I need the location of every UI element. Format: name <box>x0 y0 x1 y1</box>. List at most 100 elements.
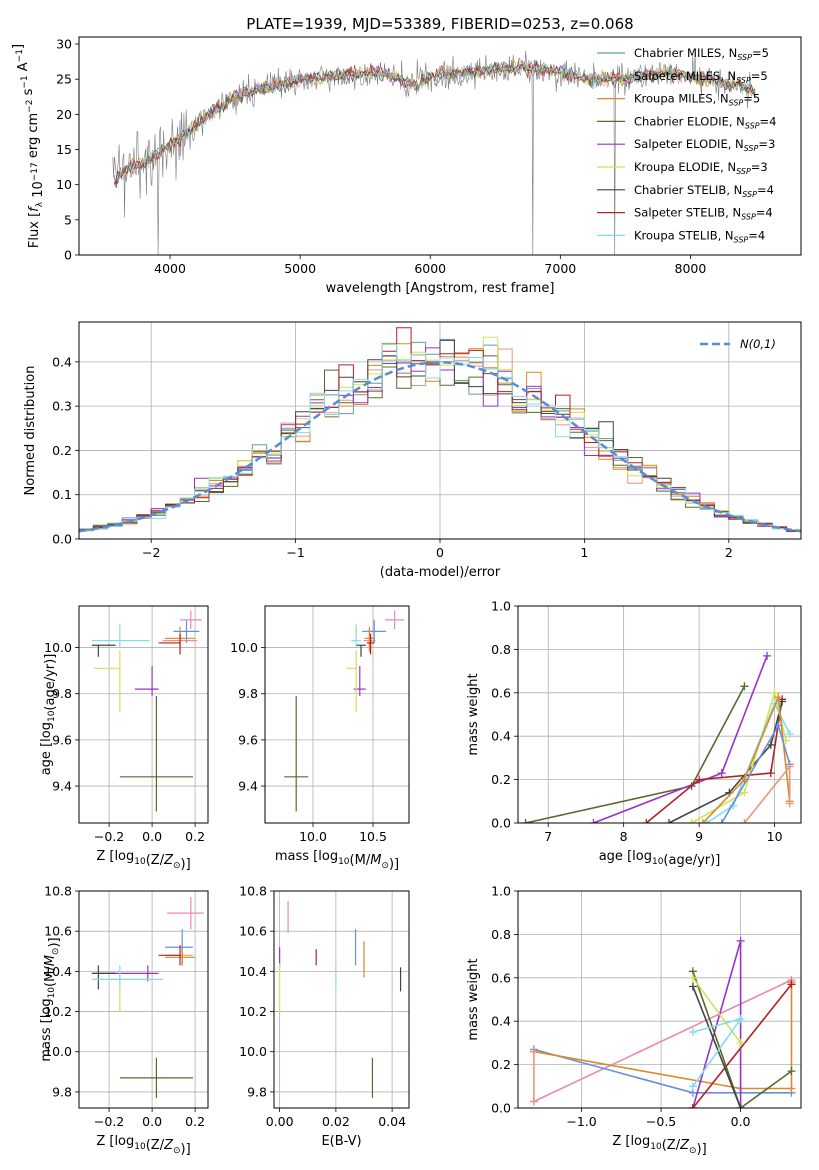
weight-series-marker <box>774 693 783 702</box>
x-tick-label: 0.0 <box>142 1114 162 1129</box>
spectrum-model-line <box>113 61 756 185</box>
errorbar-point <box>91 965 116 990</box>
x-tick-label: 10.5 <box>359 829 387 844</box>
weight-series-marker <box>736 1104 745 1108</box>
errorbar-point <box>367 633 375 655</box>
y-tick-label: 0.2 <box>491 772 511 787</box>
weight-series-line <box>533 1048 792 1094</box>
weight-series-marker <box>736 1015 745 1024</box>
spectrum-model-line <box>113 59 756 189</box>
errorbar-point <box>173 619 200 643</box>
plot-area <box>521 651 794 823</box>
weight-series-line <box>702 696 791 823</box>
x-tick-label: 8 <box>620 829 628 844</box>
plot-area <box>529 936 796 1108</box>
weight-series-line <box>692 986 742 1108</box>
x-tick-label: −2 <box>142 545 160 560</box>
x-tick-label: 6000 <box>414 261 446 276</box>
legend-entry: Kroupa MILES, NSSP=5 <box>634 92 760 108</box>
weight-series-marker <box>688 1104 697 1108</box>
x-tick-label: 0.2 <box>185 829 205 844</box>
legend-entry: Salpeter MILES, NSSP=5 <box>634 69 768 85</box>
plot-area <box>79 327 801 534</box>
weight-series-marker <box>740 819 749 823</box>
y-tick-label: 0.0 <box>491 1101 511 1116</box>
weight-series-marker <box>688 1028 697 1037</box>
x-tick-label: −1.0 <box>566 1114 596 1129</box>
plot-area <box>279 901 402 1098</box>
x-tick-label: −0.5 <box>646 1114 676 1129</box>
weight-series-marker <box>740 682 749 691</box>
y-tick-label: 1.0 <box>491 884 511 899</box>
y-tick-label: 9.4 <box>238 779 258 794</box>
x-tick-label: 0 <box>436 545 444 560</box>
errorbar-point <box>165 929 193 966</box>
errorbar-point <box>353 666 366 697</box>
weight-series-line <box>692 940 742 1108</box>
y-tick-label: 9.8 <box>238 686 258 701</box>
errorbar-point <box>385 610 405 630</box>
weight-series-marker <box>589 819 598 823</box>
x-tick-label: 0.0 <box>142 829 162 844</box>
plot-area <box>91 897 204 1098</box>
y-tick-label: 0.6 <box>491 970 511 985</box>
errorbar-point <box>364 626 375 650</box>
x-tick-label: 0.02 <box>322 1114 350 1129</box>
weight-series-line <box>533 982 793 1090</box>
y-tick-label: 10.0 <box>44 640 72 655</box>
weight-series-marker <box>770 688 779 697</box>
weight-series-marker <box>787 980 796 989</box>
errorbar-point <box>158 633 181 655</box>
errorbar-point <box>134 666 159 697</box>
mass-vs-ebv-panel: 0.00 0.02 0.04 9.8 10.0 10.2 10.4 10.6 10.8 E(B-V… <box>239 884 410 1149</box>
y-tick-label: 20 <box>56 107 72 122</box>
x-axis-label: Z [log10(Z/Z⊙)] <box>96 849 190 872</box>
y-tick-label: 15 <box>56 142 72 157</box>
y-tick-label: 10.2 <box>44 1004 72 1019</box>
y-tick-label: 0.2 <box>52 443 72 458</box>
y-tick-label: 10.8 <box>44 884 72 899</box>
legend-entry: Kroupa STELIB, NSSP=4 <box>634 228 765 244</box>
legend-entry: N(0,1) <box>740 337 776 351</box>
x-axis-label: mass [log10(M/M⊙)] <box>275 849 399 872</box>
y-tick-label: 0.8 <box>491 642 511 657</box>
x-tick-label: −1 <box>286 545 304 560</box>
y-tick-label: 9.8 <box>52 686 72 701</box>
weight-series-marker <box>740 788 749 797</box>
y-tick-label: 10.2 <box>239 1004 267 1019</box>
weight-series-marker <box>702 819 711 823</box>
y-tick-label: 0.4 <box>52 354 72 369</box>
spectrum-model-line <box>113 60 756 183</box>
errorbar-point <box>94 649 121 713</box>
spectrum-panel: 4000 5000 6000 7000 8000 0 5 10 15 20 25 30 waveleng… <box>11 36 802 296</box>
weight-series-marker <box>529 1097 538 1106</box>
legend-entry: Chabrier MILES, NSSP=5 <box>634 46 769 62</box>
axes-frame <box>78 36 802 256</box>
weight-series-marker <box>642 819 651 823</box>
plot-area <box>112 50 756 255</box>
axes-frame <box>517 890 802 1109</box>
errorbar-point <box>180 610 202 630</box>
weight-series-line <box>668 701 783 823</box>
mass-vs-z-panel: −0.2 0.0 0.2 9.8 10.0 10.2 10.4 10.6 10.8 Z [log1… <box>39 884 209 1157</box>
y-tick-label: 0.2 <box>491 1057 511 1072</box>
errorbar-point <box>91 624 150 648</box>
legend-entry: Chabrier STELIB, NSSP=4 <box>634 183 774 199</box>
errorbar-point <box>91 965 163 986</box>
axes-frame <box>273 890 410 1109</box>
weight-series-line <box>692 983 793 1108</box>
spectrum-model-line <box>113 61 756 181</box>
weight-series-marker <box>763 651 772 660</box>
x-axis-label: (data-model)/error <box>380 565 501 580</box>
legend-entry: Salpeter STELIB, NSSP=4 <box>634 206 773 222</box>
y-tick-label: 9.8 <box>247 1084 267 1099</box>
weight-series-marker <box>688 982 697 991</box>
age-vs-z-panel: −0.2 0.0 0.2 9.4 9.6 9.8 10.0 Z [log10(Z/Z⊙)] ag… <box>39 605 209 872</box>
errorbar-point <box>362 619 387 643</box>
figure-title: PLATE=1939, MJD=53389, FIBERID=0253, z=0… <box>246 15 633 33</box>
plot-area <box>91 610 202 812</box>
spectrum-model-line <box>113 59 756 183</box>
y-tick-label: 10.0 <box>44 1044 72 1059</box>
y-tick-label: 30 <box>56 37 72 52</box>
